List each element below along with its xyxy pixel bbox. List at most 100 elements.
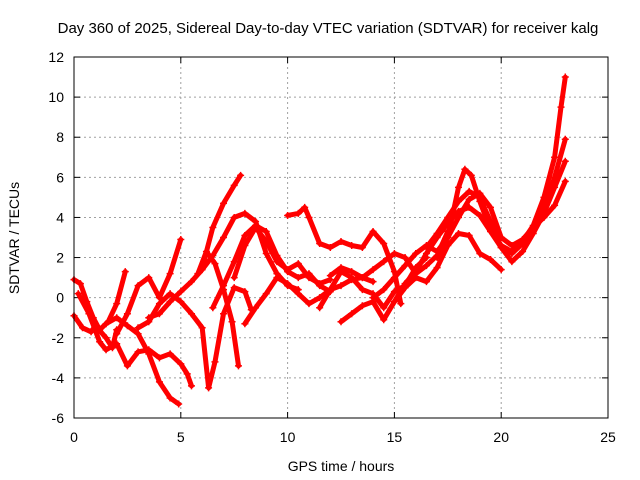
data-point xyxy=(305,274,313,282)
data-point xyxy=(487,203,495,211)
y-tick-label: -2 xyxy=(52,330,65,346)
data-point xyxy=(113,314,121,322)
data-point xyxy=(316,304,324,312)
data-point xyxy=(326,286,334,294)
data-point xyxy=(166,290,174,298)
data-point xyxy=(209,304,217,312)
data-point xyxy=(113,300,121,308)
data-point xyxy=(369,278,377,286)
data-point xyxy=(166,350,174,358)
data-point xyxy=(316,240,324,248)
data-point xyxy=(237,171,245,179)
data-point xyxy=(326,244,334,252)
data-point xyxy=(551,153,559,161)
x-tick-label: 20 xyxy=(493,429,509,445)
data-point xyxy=(476,189,484,197)
data-point xyxy=(465,231,473,239)
y-tick-label: 0 xyxy=(56,290,64,306)
data-point xyxy=(305,300,313,308)
data-point xyxy=(497,244,505,252)
data-point xyxy=(74,290,82,298)
data-point xyxy=(209,223,217,231)
data-point xyxy=(305,213,313,221)
data-point xyxy=(230,274,238,282)
data-point xyxy=(294,209,302,217)
series-line xyxy=(327,229,451,281)
data-point xyxy=(230,213,238,221)
data-point xyxy=(211,358,219,366)
data-point xyxy=(561,177,569,185)
data-point xyxy=(337,264,345,272)
data-point xyxy=(476,211,484,219)
data-point xyxy=(228,318,236,326)
chart-title: Day 360 of 2025, Sidereal Day-to-day VTE… xyxy=(58,20,599,37)
data-point xyxy=(433,264,441,272)
series-track-13 xyxy=(284,203,405,308)
series-line xyxy=(195,249,241,369)
data-point xyxy=(234,362,242,370)
data-point xyxy=(380,258,388,266)
data-point xyxy=(113,330,121,338)
data-point xyxy=(301,203,309,211)
data-point xyxy=(316,280,324,288)
series-line xyxy=(370,74,568,301)
data-point xyxy=(220,282,228,290)
data-point xyxy=(497,234,505,241)
data-point xyxy=(262,227,270,235)
x-tick-label: 10 xyxy=(280,429,296,445)
data-point xyxy=(476,250,484,258)
data-point xyxy=(273,274,281,282)
data-point xyxy=(230,258,238,266)
data-point xyxy=(79,324,87,332)
data-point xyxy=(202,248,210,256)
data-point xyxy=(380,316,388,324)
data-point xyxy=(461,165,469,173)
data-point xyxy=(508,250,516,258)
series-line xyxy=(103,315,182,407)
series-track-20 xyxy=(433,177,569,262)
y-tick-label: -4 xyxy=(52,370,65,386)
data-point xyxy=(252,304,260,312)
y-tick-label: 8 xyxy=(56,129,64,145)
data-point xyxy=(508,258,516,266)
data-point xyxy=(337,238,345,246)
data-point xyxy=(284,211,292,219)
data-point xyxy=(390,288,398,296)
series-track-6 xyxy=(134,284,255,392)
data-point xyxy=(177,298,185,306)
data-point xyxy=(454,197,462,205)
data-point xyxy=(121,268,129,276)
data-point xyxy=(230,284,238,292)
x-tick-label: 0 xyxy=(70,429,78,445)
data-point xyxy=(123,322,131,330)
data-point xyxy=(220,310,228,318)
data-point xyxy=(348,310,356,318)
data-point xyxy=(166,270,174,278)
data-point xyxy=(422,244,430,252)
data-point xyxy=(134,324,142,332)
data-point xyxy=(166,394,174,402)
data-point xyxy=(390,250,398,258)
data-point xyxy=(557,103,565,111)
y-tick-label: 2 xyxy=(56,250,64,266)
data-point xyxy=(155,354,163,362)
data-point xyxy=(433,254,441,262)
data-point xyxy=(166,298,174,306)
data-point xyxy=(412,268,420,276)
y-axis-label: SDTVAR / TECUs xyxy=(6,182,22,294)
data-point xyxy=(145,274,153,282)
y-tick-label: 12 xyxy=(48,49,64,65)
data-point xyxy=(145,350,153,358)
data-point xyxy=(284,280,292,288)
data-point xyxy=(155,378,163,386)
series-track-9 xyxy=(194,248,242,370)
data-point xyxy=(102,334,110,342)
data-point xyxy=(369,266,377,274)
data-point xyxy=(358,274,366,282)
series-track-4 xyxy=(102,314,183,408)
y-tick-label: 4 xyxy=(56,209,64,225)
data-point xyxy=(422,262,430,270)
x-tick-label: 25 xyxy=(600,429,616,445)
series-track-17 xyxy=(369,73,569,302)
data-point xyxy=(102,346,110,354)
